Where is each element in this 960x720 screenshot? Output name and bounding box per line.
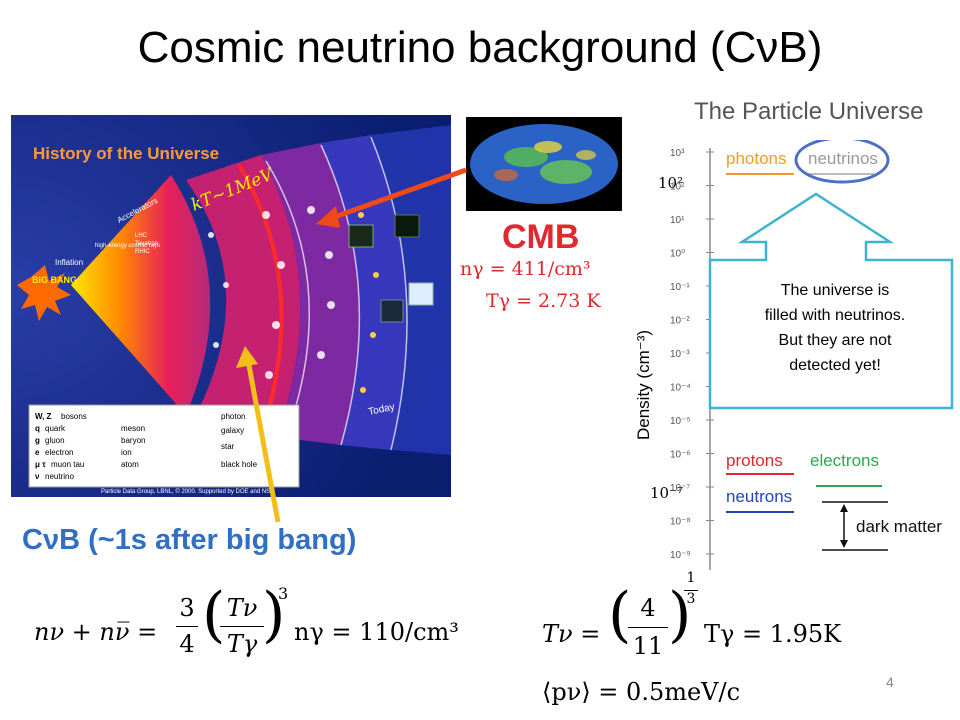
history-heading: History of the Universe <box>33 144 219 163</box>
density-tick-label: 10² <box>670 182 685 193</box>
density-tick-label: 10⁻⁴ <box>670 383 691 394</box>
dark-matter-label: dark matter <box>856 517 942 536</box>
legend-black-hole: black hole <box>221 460 258 469</box>
density-mark-low: 10⁻⁷ <box>650 484 684 502</box>
density-tick-label: 10⁻⁸ <box>670 517 691 528</box>
callout-line-3: But they are not <box>778 332 892 349</box>
formula-2-exp-den: 3 <box>686 591 696 607</box>
legend-neutrino: neutrino <box>45 472 74 481</box>
cmb-map-image <box>466 117 622 211</box>
legend-bosons: bosons <box>61 412 87 421</box>
legend-star: star <box>221 442 235 451</box>
density-axis-label: Density (cm⁻³) <box>634 329 653 440</box>
density-tick-label: 10⁻⁵ <box>670 416 691 427</box>
density-tick-label: 10⁻⁹ <box>670 550 691 561</box>
legend-meson: meson <box>121 424 145 433</box>
big-bang-label: BIG BANG <box>32 275 77 285</box>
formula-2-left-paren: ( <box>608 580 632 650</box>
formula-2-den: 11 <box>632 632 664 660</box>
legend-quark: quark <box>45 424 66 433</box>
callout-line-4: detected yet! <box>789 357 881 374</box>
formula-1-rhs: nγ = 110/cm³ <box>294 618 459 646</box>
neutrinos-label: neutrinos <box>808 149 878 168</box>
slide-title: Cosmic neutrino background (CνB) <box>137 23 823 72</box>
svg-text:μ τ: μ τ <box>35 460 46 469</box>
history-of-universe-image: BIG BANG History of the Universe kT~1MeV… <box>11 115 451 497</box>
formula-2-rhs: Tγ = 1.95K <box>704 620 842 648</box>
formula-3: ⟨pν⟩ = 0.5meV/c <box>542 678 741 706</box>
callout-line-2: filled with neutrinos. <box>764 307 906 324</box>
legend-galaxy: galaxy <box>221 426 244 435</box>
formula-1-t-den: Tγ <box>226 630 258 658</box>
formula-2-exp-bar <box>684 590 698 591</box>
particle-universe-heading: The Particle Universe <box>694 98 924 125</box>
callout-line-1: The universe is <box>780 282 890 299</box>
density-tick-label: 10⁰ <box>670 249 685 260</box>
particle-universe-chart: 10³ 10² 10¹ 10⁰ 10⁻¹ 10⁻² 10⁻³ 10⁻⁴ 10⁻⁵ 10⁻⁶ 10⁻⁷… <box>670 140 942 570</box>
formula-1-t-bar <box>220 626 264 627</box>
formula-2-num: 4 <box>640 594 656 622</box>
formula-1-frac-bar <box>176 626 198 627</box>
cmb-photon-density: nγ = 411/cm³ <box>460 258 591 280</box>
cosmic-rays-label: high-energy cosmic rays <box>95 243 160 249</box>
cmb-label: CMB <box>502 218 580 256</box>
legend-atom: atom <box>121 460 139 469</box>
inflation-label: Inflation <box>55 258 83 267</box>
legend-muon-tau: muon tau <box>51 460 84 469</box>
neutrons-label: neutrons <box>726 487 792 506</box>
cmb-temperature: Tγ = 2.73 K <box>486 290 601 312</box>
formula-2-bar <box>628 627 668 628</box>
formula-2-right-paren: ) <box>668 580 692 650</box>
density-tick-label: 10¹ <box>670 215 685 226</box>
svg-text:ν: ν <box>35 472 40 481</box>
legend-baryon: baryon <box>121 436 145 445</box>
legend-gluon: gluon <box>45 436 65 445</box>
density-tick-label: 10³ <box>670 148 685 159</box>
photons-label: photons <box>726 149 787 168</box>
today-label: Today <box>367 402 395 418</box>
formula-1-t-num: Tν <box>226 594 258 622</box>
svg-text:g: g <box>35 436 40 445</box>
callout-text: The universe is filled with neutrinos. B… <box>722 278 948 378</box>
cnb-label: CνB (~1s after big bang) <box>22 524 357 556</box>
tevatron-label: Tevatron <box>135 241 158 247</box>
density-mark-high: 10² <box>658 174 684 192</box>
neutrinos-highlight <box>794 140 890 184</box>
density-tick-label: 10⁻³ <box>670 349 690 360</box>
svg-text:q: q <box>35 424 40 433</box>
density-tick-label: 10⁻⁷ <box>670 483 690 494</box>
callout-shape <box>708 192 954 410</box>
density-tick-label: 10⁻⁶ <box>670 450 691 461</box>
legend-electron: electron <box>45 448 73 457</box>
svg-text:e: e <box>35 448 40 457</box>
formula-1-lhs: nν + nν̅ = <box>34 618 158 646</box>
formula-2-lhs: Tν = <box>542 620 601 648</box>
pdg-credit: Particle Data Group, LBNL, © 2000. Suppo… <box>101 488 274 495</box>
electrons-label: electrons <box>810 451 879 470</box>
density-tick-label: 10⁻² <box>670 316 690 327</box>
legend-ion: ion <box>121 448 132 457</box>
formula-1-left-paren: ( <box>202 580 226 650</box>
formula-1-frac-num: 3 <box>179 594 195 622</box>
formula-1-exponent: 3 <box>278 584 289 603</box>
formula-1-right-paren: ) <box>262 580 286 650</box>
page-number: 4 <box>886 674 894 690</box>
formula-2-exp-num: 1 <box>686 570 696 586</box>
legend-photon: photon <box>221 412 245 421</box>
formula-1-frac-den: 4 <box>179 630 195 658</box>
lhc-label: LHC <box>135 233 148 239</box>
protons-label: protons <box>726 451 783 470</box>
svg-text:W, Z: W, Z <box>35 412 52 421</box>
rhic-label: RHIC <box>135 249 150 255</box>
density-tick-label: 10⁻¹ <box>670 282 690 293</box>
